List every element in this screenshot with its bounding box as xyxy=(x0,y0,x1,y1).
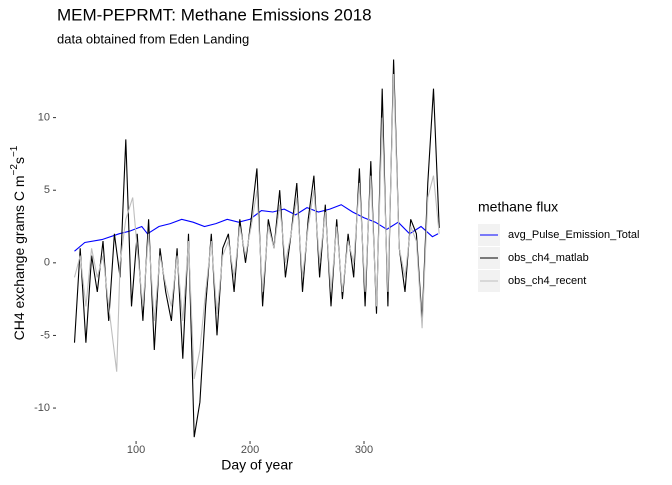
legend-label: obs_ch4_matlab xyxy=(508,252,589,264)
y-tick-label: 5 xyxy=(44,184,50,196)
legend-label: avg_Pulse_Emission_Total xyxy=(508,229,639,241)
series-line xyxy=(73,73,440,380)
x-tick-label: 300 xyxy=(355,444,373,456)
y-tick-label: -5 xyxy=(40,329,50,341)
y-label-text: CH4 exchange grams C m xyxy=(11,175,27,340)
y-tick-label: -10 xyxy=(34,402,50,414)
y-tick-label: 0 xyxy=(44,257,50,269)
x-tick-label: 200 xyxy=(241,444,259,456)
legend-label: obs_ch4_recent xyxy=(508,275,586,287)
y-axis-label: CH4 exchange grams C m−2s−1 xyxy=(9,145,27,340)
x-tick-label: 100 xyxy=(127,444,145,456)
x-axis-label: Day of year xyxy=(221,457,293,473)
y-label-sup: −1 xyxy=(9,145,20,157)
chart-subtitle: data obtained from Eden Landing xyxy=(57,31,249,46)
y-tick-label: 10 xyxy=(38,112,50,124)
y-label-sup: −2 xyxy=(9,164,20,176)
series-line xyxy=(73,59,440,438)
chart-title: MEM-PEPRMT: Methane Emissions 2018 xyxy=(57,5,372,24)
legend-title: methane flux xyxy=(478,199,558,215)
series-line xyxy=(74,204,439,252)
y-label-text: s xyxy=(11,157,27,164)
